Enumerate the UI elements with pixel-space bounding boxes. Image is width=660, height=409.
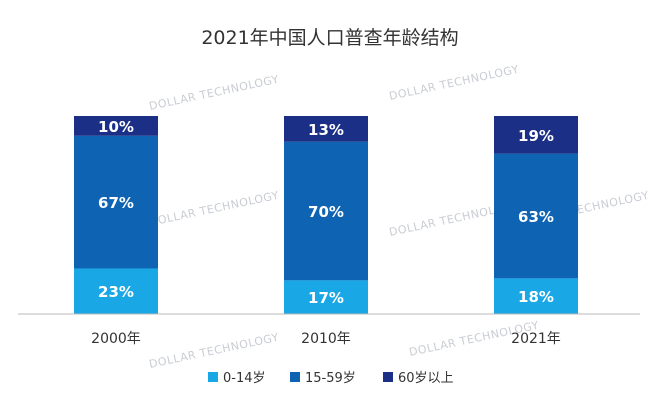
data-label: 13% <box>308 121 344 139</box>
bar-segment-2021年-15-59岁 <box>494 153 578 279</box>
data-label: 19% <box>518 127 554 145</box>
bar-segment-2000年-60岁以上 <box>74 116 158 136</box>
legend-label: 0-14岁 <box>223 371 266 386</box>
watermark-text: DOLLAR TECHNOLOGY <box>148 73 280 113</box>
category-label: 2021年 <box>511 331 561 347</box>
chart-title: 2021年中国人口普查年龄结构 <box>201 27 458 49</box>
watermark-text: DOLLAR TECHNOLOGY <box>388 63 520 103</box>
data-label: 18% <box>518 288 554 306</box>
data-label: 63% <box>518 208 554 226</box>
legend-swatch <box>383 372 393 382</box>
bar-segment-2010年-60岁以上 <box>284 116 368 142</box>
legend-swatch <box>208 372 218 382</box>
legend-label: 60岁以上 <box>398 371 454 386</box>
category-label: 2010年 <box>301 331 351 347</box>
legend-label: 15-59岁 <box>305 371 356 386</box>
bars-layer: 23% 67% 10% 17% 70% 13% 18% 63% 19% <box>74 116 578 314</box>
legend: 0-14岁 15-59岁 60岁以上 <box>208 371 454 386</box>
bar-segment-2010年-0-14岁 <box>284 280 368 314</box>
data-label: 67% <box>98 194 134 212</box>
watermark-text: DOLLAR TECHNOLOGY <box>148 331 280 371</box>
watermark-text: DOLLAR TECHNOLOGY <box>148 189 280 229</box>
bar-segment-2021年-60岁以上 <box>494 116 578 154</box>
data-label: 17% <box>308 289 344 307</box>
data-label: 10% <box>98 118 134 136</box>
legend-swatch <box>290 372 300 382</box>
bar-segment-2021年-0-14岁 <box>494 278 578 314</box>
category-labels: 2000年 2010年 2021年 <box>91 331 561 347</box>
bar-segment-2000年-0-14岁 <box>74 268 158 314</box>
data-label: 23% <box>98 283 134 301</box>
category-label: 2000年 <box>91 331 141 347</box>
bar-segment-2010年-15-59岁 <box>284 141 368 281</box>
bar-segment-2000年-15-59岁 <box>74 135 158 269</box>
data-label: 70% <box>308 203 344 221</box>
